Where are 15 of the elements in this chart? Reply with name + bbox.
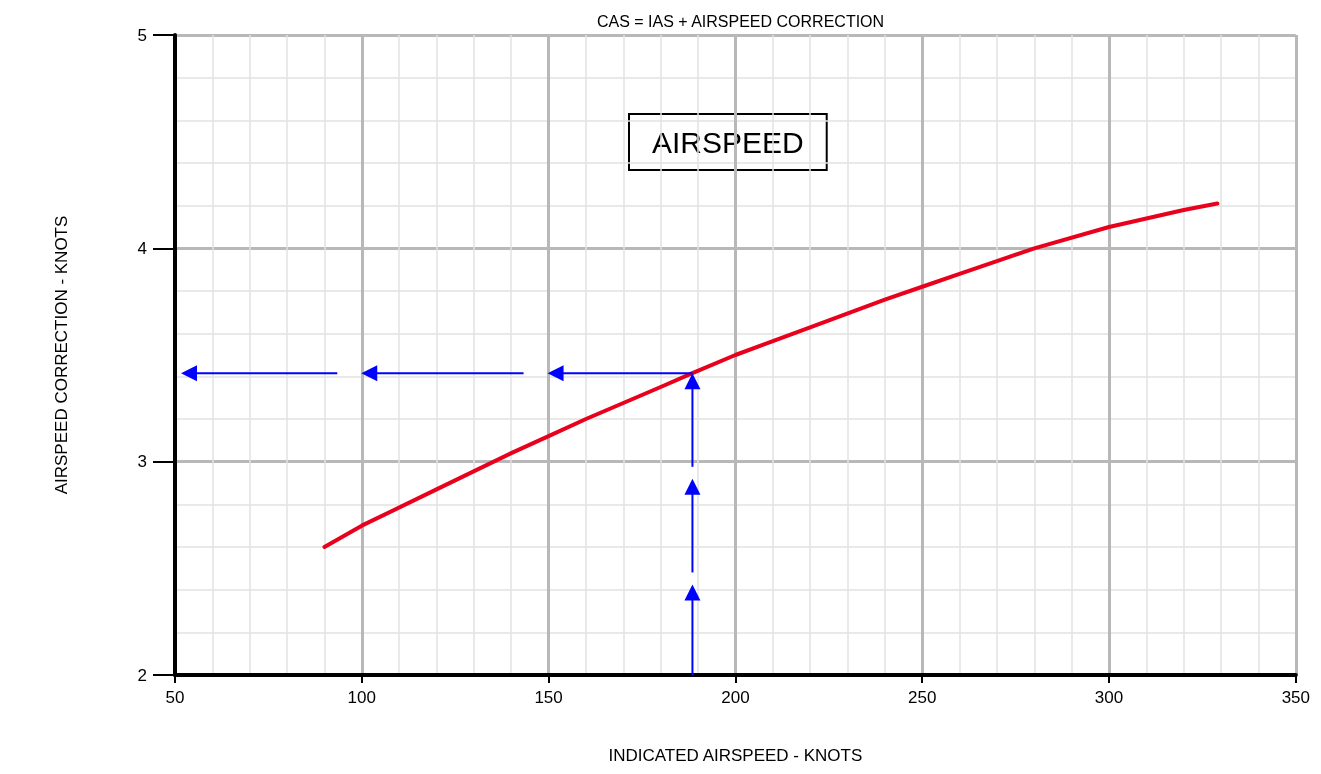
x-tick-label: 100 <box>347 688 376 707</box>
x-tick-label: 200 <box>721 688 750 707</box>
x-tick-label: 350 <box>1281 688 1311 707</box>
x-tick-label: 250 <box>908 688 937 707</box>
x-tick-label: 150 <box>534 688 563 707</box>
y-tick-label: 5 <box>137 25 147 45</box>
y-tick-label: 4 <box>137 238 147 258</box>
y-axis-title: AIRSPEED CORRECTION - KNOTS <box>52 215 71 495</box>
y-tick-label: 3 <box>137 452 147 472</box>
x-tick-label: 300 <box>1094 688 1124 707</box>
annotation: AIRSPEED <box>652 125 804 159</box>
chart-title: CAS = IAS + AIRSPEED CORRECTION <box>596 12 885 30</box>
x-axis-title: INDICATED AIRSPEED - KNOTS <box>608 746 863 765</box>
y-tick-label: 2 <box>137 665 147 685</box>
x-tick-label: 50 <box>165 688 185 707</box>
